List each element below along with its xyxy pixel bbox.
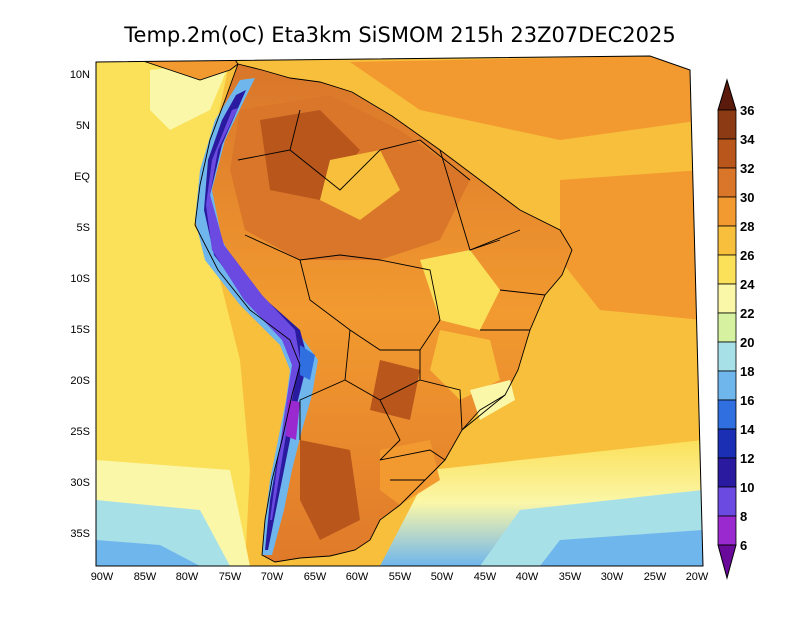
latitude-axis: 10N 5N EQ 5S 10S 15S 20S 25S 30S 35S [70,62,97,566]
colorbar-bottom-arrow [717,544,737,580]
lat-tick-label: 10N [70,69,90,81]
colorbar-top-arrow [717,78,737,111]
colorbar-swatch [717,283,737,314]
lon-tick-label: 30W [601,571,624,583]
colorbar-label: 14 [740,422,755,437]
colorbar-label: 36 [740,103,754,118]
lat-tick-label: EQ [74,171,90,183]
lat-tick-label: 35S [70,528,90,540]
colorbar-swatch [717,196,737,227]
colorbar-label: 18 [740,364,754,379]
lat-tick-label: 30S [70,477,90,489]
lon-tick-label: 50W [431,571,454,583]
colorbar-label: 12 [740,451,754,466]
colorbar-swatch [717,341,737,372]
colorbar-swatch [717,109,737,140]
colorbar-swatch [717,428,737,459]
colorbar-swatch [717,312,737,343]
lon-tick-label: 45W [474,571,497,583]
lon-tick-label: 40W [516,571,539,583]
lon-tick-label: 80W [176,571,199,583]
lon-tick-label: 75W [219,571,242,583]
colorbar-swatch [717,167,737,198]
colorbar-label: 20 [740,335,754,350]
lon-tick-label: 20W [686,571,709,583]
map-title: Temp.2m(oC) Eta3km SiSMOM 215h 23Z07DEC2… [123,23,675,47]
map-field [96,56,703,566]
lat-tick-label: 20S [70,375,90,387]
lon-tick-label: 55W [389,571,412,583]
colorbar-swatch [717,399,737,430]
colorbar-label: 26 [740,248,754,263]
colorbar-label: 24 [740,277,755,292]
colorbar-swatch [717,138,737,169]
colorbar-swatch [717,486,737,517]
lat-tick-label: 25S [70,426,90,438]
colorbar-label: 22 [740,306,754,321]
lat-tick-label: 5S [77,222,90,234]
lon-tick-label: 90W [91,571,114,583]
colorbar-swatch [717,370,737,401]
colorbar-label: 32 [740,161,754,176]
longitude-axis: 90W 85W 80W 75W 70W 65W 60W 55W 50W 45W … [91,571,709,583]
lon-tick-label: 65W [304,571,327,583]
colorbar-swatch [717,254,737,285]
lat-tick-label: 10S [70,273,90,285]
colorbar-label: 34 [740,132,755,147]
colorbar: 36 34 32 30 28 26 24 22 20 18 16 14 12 1… [717,78,755,580]
colorbar-swatch [717,225,737,256]
lat-tick-label: 5N [76,120,90,132]
colorbar-label: 8 [740,509,747,524]
colorbar-label: 10 [740,480,754,495]
lon-tick-label: 25W [644,571,667,583]
lon-tick-label: 35W [559,571,582,583]
colorbar-label: 6 [740,538,747,553]
colorbar-label: 30 [740,190,754,205]
lon-tick-label: 85W [134,571,157,583]
colorbar-swatch [717,515,737,546]
colorbar-label: 28 [740,219,754,234]
lon-tick-label: 60W [346,571,369,583]
colorbar-swatch [717,457,737,488]
colorbar-label: 16 [740,393,754,408]
lat-tick-label: 15S [70,324,90,336]
lon-tick-label: 70W [261,571,284,583]
